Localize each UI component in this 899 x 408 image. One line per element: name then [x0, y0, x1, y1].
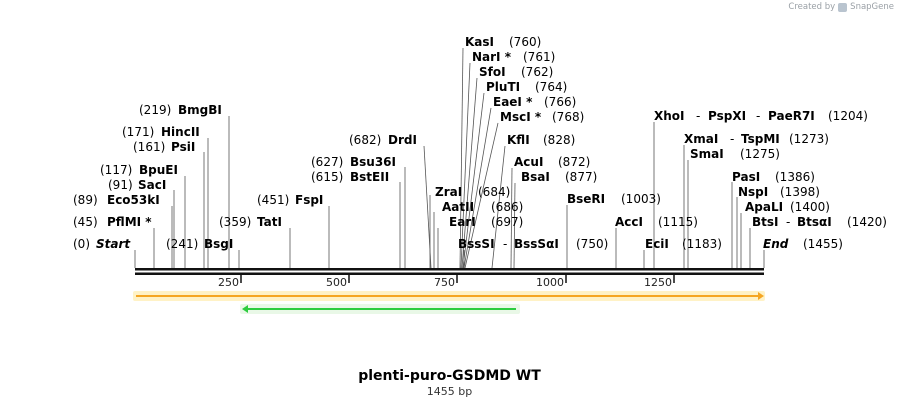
cutline-msci [464, 122, 499, 269]
cutline-eaei [463, 107, 492, 269]
enzyme-bmgbi[interactable]: (219) BmgBI [139, 103, 222, 117]
enzyme-psii[interactable]: (161) PsiI [133, 140, 195, 154]
enzyme-aatii[interactable]: AatII (686) [442, 200, 523, 214]
enzyme-smai[interactable]: SmaI (1275) [690, 147, 780, 161]
enzyme-bsgi[interactable]: (241) BsgI [166, 237, 233, 251]
enzyme-kasi[interactable]: KasI (760) [465, 35, 541, 49]
enzyme-bsssi[interactable]: BssSI - BssSαI (750) [458, 237, 608, 251]
enzyme-hincii[interactable]: (171) HincII [122, 125, 200, 139]
cutline-sfoi [461, 77, 478, 269]
cutline-pluti [462, 92, 485, 269]
cutline-acui [510, 167, 513, 269]
enzyme-saci[interactable]: (91) SacI [108, 178, 166, 192]
feature-orange-arrowhead [758, 292, 764, 300]
enzyme-pasi[interactable]: PasI (1386) [732, 170, 815, 184]
cutline-kasi [459, 47, 464, 269]
enzyme-drdi[interactable]: (682) DrdI [349, 133, 417, 147]
enzyme-xmai[interactable]: XmaI - TspMI (1273) [684, 132, 829, 146]
snapgene-watermark: Created by SnapGene [788, 2, 894, 12]
enzyme-bseri[interactable]: BseRI (1003) [567, 192, 661, 206]
enzyme-fspi[interactable]: (451) FspI [257, 193, 323, 207]
enzyme-acci[interactable]: AccI (1115) [615, 215, 698, 229]
snapgene-logo-icon [838, 2, 848, 12]
enzyme-bsu36i[interactable]: (627) Bsu36I [311, 155, 396, 169]
enzyme-pluti[interactable]: PluTI (764) [486, 80, 567, 94]
enzyme-nspi[interactable]: NspI (1398) [738, 185, 820, 199]
enzyme-tati[interactable]: (359) TatI [219, 215, 282, 229]
tick-label-500: 500 [326, 276, 347, 289]
enzyme-nari[interactable]: NarI * (761) [472, 50, 555, 64]
watermark-prefix: Created by [788, 2, 836, 12]
enzyme-bsai[interactable]: BsaI (877) [521, 170, 597, 184]
cutline-bsai [513, 182, 516, 269]
enzyme-bpuei[interactable]: (117) BpuEI [100, 163, 178, 177]
watermark-brand: SnapGene [850, 2, 894, 12]
enzyme-eaei[interactable]: EaeI * (766) [493, 95, 576, 109]
tick-label-1000: 1000 [536, 276, 564, 289]
enzyme-acui[interactable]: AcuI (872) [514, 155, 590, 169]
cutline-nari [460, 62, 471, 269]
enzyme-xhoi[interactable]: XhoI - PspXI - PaeR7I (1204) [654, 109, 868, 123]
enzyme-pflmi[interactable]: (45) PflMI * [73, 215, 152, 229]
enzyme-zrai[interactable]: ZraI (684) [435, 185, 510, 199]
cut-site-lines [134, 47, 765, 269]
tick-label-750: 750 [434, 276, 455, 289]
tick-label-1250: 1250 [644, 276, 672, 289]
sequence-ruler: 250 500 750 1000 1250 [135, 268, 764, 289]
features [133, 291, 765, 314]
cutline-kfli [491, 145, 506, 269]
ruler-top-strand [135, 268, 764, 271]
sequence-length: 1455 bp [426, 385, 473, 398]
start-label: (0) Start [73, 237, 131, 251]
ruler-bottom-strand [135, 272, 764, 275]
enzyme-sfoi[interactable]: SfoI (762) [479, 65, 553, 79]
enzyme-labels: (0) Start End (1455) (45) PflMI * (89) Eco… [73, 35, 887, 251]
sequence-title: plenti-puro-GSDMD WT [358, 368, 541, 384]
enzyme-bsteii[interactable]: (615) BstEII [311, 170, 389, 184]
feature-green-arrowhead [242, 305, 248, 313]
end-label: End (1455) [763, 237, 843, 251]
enzyme-apali[interactable]: ApaLI (1400) [745, 200, 830, 214]
tick-label-250: 250 [218, 276, 239, 289]
enzyme-eari[interactable]: EarI (697) [449, 215, 523, 229]
enzyme-ecii[interactable]: EciI (1183) [645, 237, 722, 251]
enzyme-kfli[interactable]: KflI (828) [507, 133, 575, 147]
enzyme-btsi[interactable]: BtsI - BtsαI (1420) [752, 215, 887, 229]
enzyme-eco53ki[interactable]: (89) Eco53kI [73, 193, 160, 207]
enzyme-msci[interactable]: MscI * (768) [500, 110, 584, 124]
